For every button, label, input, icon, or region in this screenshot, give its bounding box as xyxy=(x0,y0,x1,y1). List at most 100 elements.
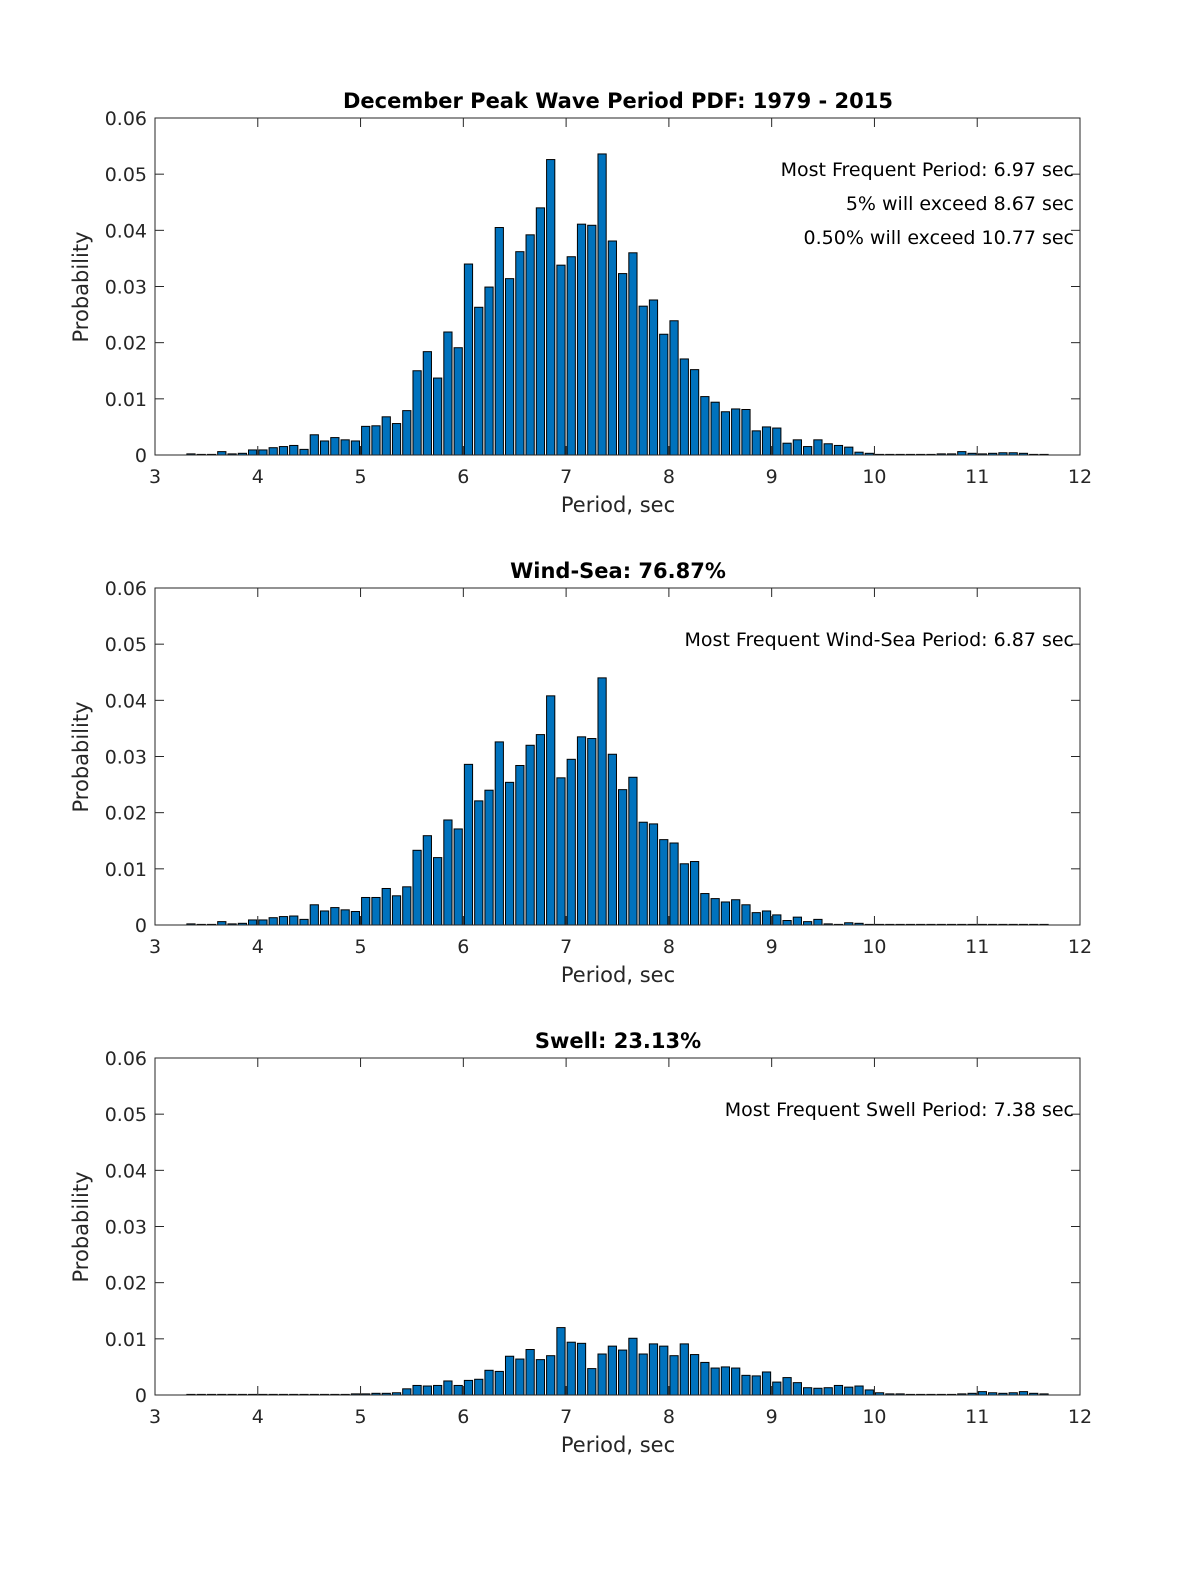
bar xyxy=(340,439,350,456)
bar xyxy=(700,893,710,926)
bar xyxy=(546,159,556,456)
bar xyxy=(648,299,659,456)
bar xyxy=(751,912,761,926)
bar xyxy=(751,430,761,456)
annotation-most-frequent-swell: Most Frequent Swell Period: 7.38 sec xyxy=(725,1099,1074,1121)
bar xyxy=(546,1355,556,1396)
bar xyxy=(289,444,299,456)
bar xyxy=(463,263,474,456)
bar xyxy=(823,443,833,456)
bar xyxy=(1018,1391,1029,1396)
bar xyxy=(361,425,371,456)
bar xyxy=(515,251,525,456)
bar xyxy=(381,416,391,456)
bar xyxy=(772,1381,782,1396)
bar xyxy=(484,286,494,456)
bar xyxy=(494,1370,504,1396)
bar xyxy=(433,377,443,456)
bar xyxy=(474,306,484,456)
y-tick-label: 0.05 xyxy=(105,1104,147,1126)
x-tick-label: 10 xyxy=(862,466,886,488)
bar xyxy=(710,401,720,456)
bar xyxy=(515,1358,525,1396)
x-tick-label: 3 xyxy=(149,1406,161,1428)
bar xyxy=(525,234,535,456)
bar xyxy=(710,1367,720,1396)
bar xyxy=(463,763,474,926)
bar xyxy=(556,264,566,456)
x-tick-label: 5 xyxy=(355,466,367,488)
bar xyxy=(381,887,391,926)
x-tick-label: 11 xyxy=(965,1406,989,1428)
bar xyxy=(638,1353,648,1396)
bar xyxy=(844,446,854,456)
bar xyxy=(402,886,412,926)
bar xyxy=(402,410,412,456)
bar xyxy=(504,278,515,456)
bar xyxy=(556,777,566,926)
bar xyxy=(433,857,443,926)
bar xyxy=(258,919,268,926)
bar xyxy=(566,256,576,456)
bar xyxy=(689,369,700,456)
bars xyxy=(186,1327,1049,1396)
x-tick-label: 3 xyxy=(149,466,161,488)
bar xyxy=(258,449,268,456)
bar xyxy=(566,1341,576,1396)
x-tick-label: 10 xyxy=(862,936,886,958)
bars xyxy=(186,153,1049,456)
bar xyxy=(741,409,751,456)
x-tick-label: 9 xyxy=(766,466,778,488)
y-axis-label: Probability xyxy=(69,231,93,342)
bar xyxy=(648,1343,659,1396)
bar xyxy=(587,224,597,456)
y-tick-label: 0.01 xyxy=(105,389,147,411)
bar xyxy=(659,839,669,926)
bar xyxy=(566,758,576,926)
bar xyxy=(309,434,319,456)
bar xyxy=(689,1354,700,1396)
bar xyxy=(741,904,751,926)
bar xyxy=(474,1378,484,1396)
bar xyxy=(772,427,782,456)
bar xyxy=(217,921,227,926)
bar xyxy=(576,1342,587,1396)
bar xyxy=(248,449,258,456)
x-tick-label: 6 xyxy=(457,1406,469,1428)
bar xyxy=(844,1386,854,1396)
bar xyxy=(957,451,967,456)
annotation-0.5pct-exceed: 0.50% will exceed 10.77 sec xyxy=(804,227,1074,249)
bar xyxy=(597,153,607,456)
y-tick-label: 0.01 xyxy=(105,1329,147,1351)
bar xyxy=(607,240,617,456)
panel-swell: Swell: 23.13% Probability Period, sec Mo… xyxy=(69,1029,1092,1457)
bar xyxy=(525,1349,535,1396)
x-tick-label: 4 xyxy=(252,466,264,488)
bar xyxy=(546,695,556,926)
bar xyxy=(659,333,669,456)
bar xyxy=(319,440,330,456)
bar xyxy=(597,1353,607,1396)
bar xyxy=(535,1359,546,1396)
bar xyxy=(782,442,792,456)
bar xyxy=(350,911,361,926)
bar xyxy=(761,426,772,456)
bar xyxy=(731,899,741,926)
x-tick-label: 8 xyxy=(663,936,675,958)
bar xyxy=(638,305,648,456)
bar xyxy=(350,440,361,456)
panel-wind-sea: Wind-Sea: 76.87% Probability Period, sec… xyxy=(69,559,1092,987)
bar xyxy=(587,1368,597,1396)
bar xyxy=(587,738,597,926)
bar xyxy=(751,1375,761,1396)
bar xyxy=(412,370,422,456)
bar xyxy=(576,736,587,926)
bar xyxy=(422,835,432,926)
y-tick-label: 0.02 xyxy=(105,1273,147,1295)
bar xyxy=(484,1369,494,1396)
bar xyxy=(371,425,381,456)
bar xyxy=(761,910,772,926)
bar xyxy=(720,411,731,456)
bar xyxy=(268,447,278,456)
bar xyxy=(628,252,638,456)
